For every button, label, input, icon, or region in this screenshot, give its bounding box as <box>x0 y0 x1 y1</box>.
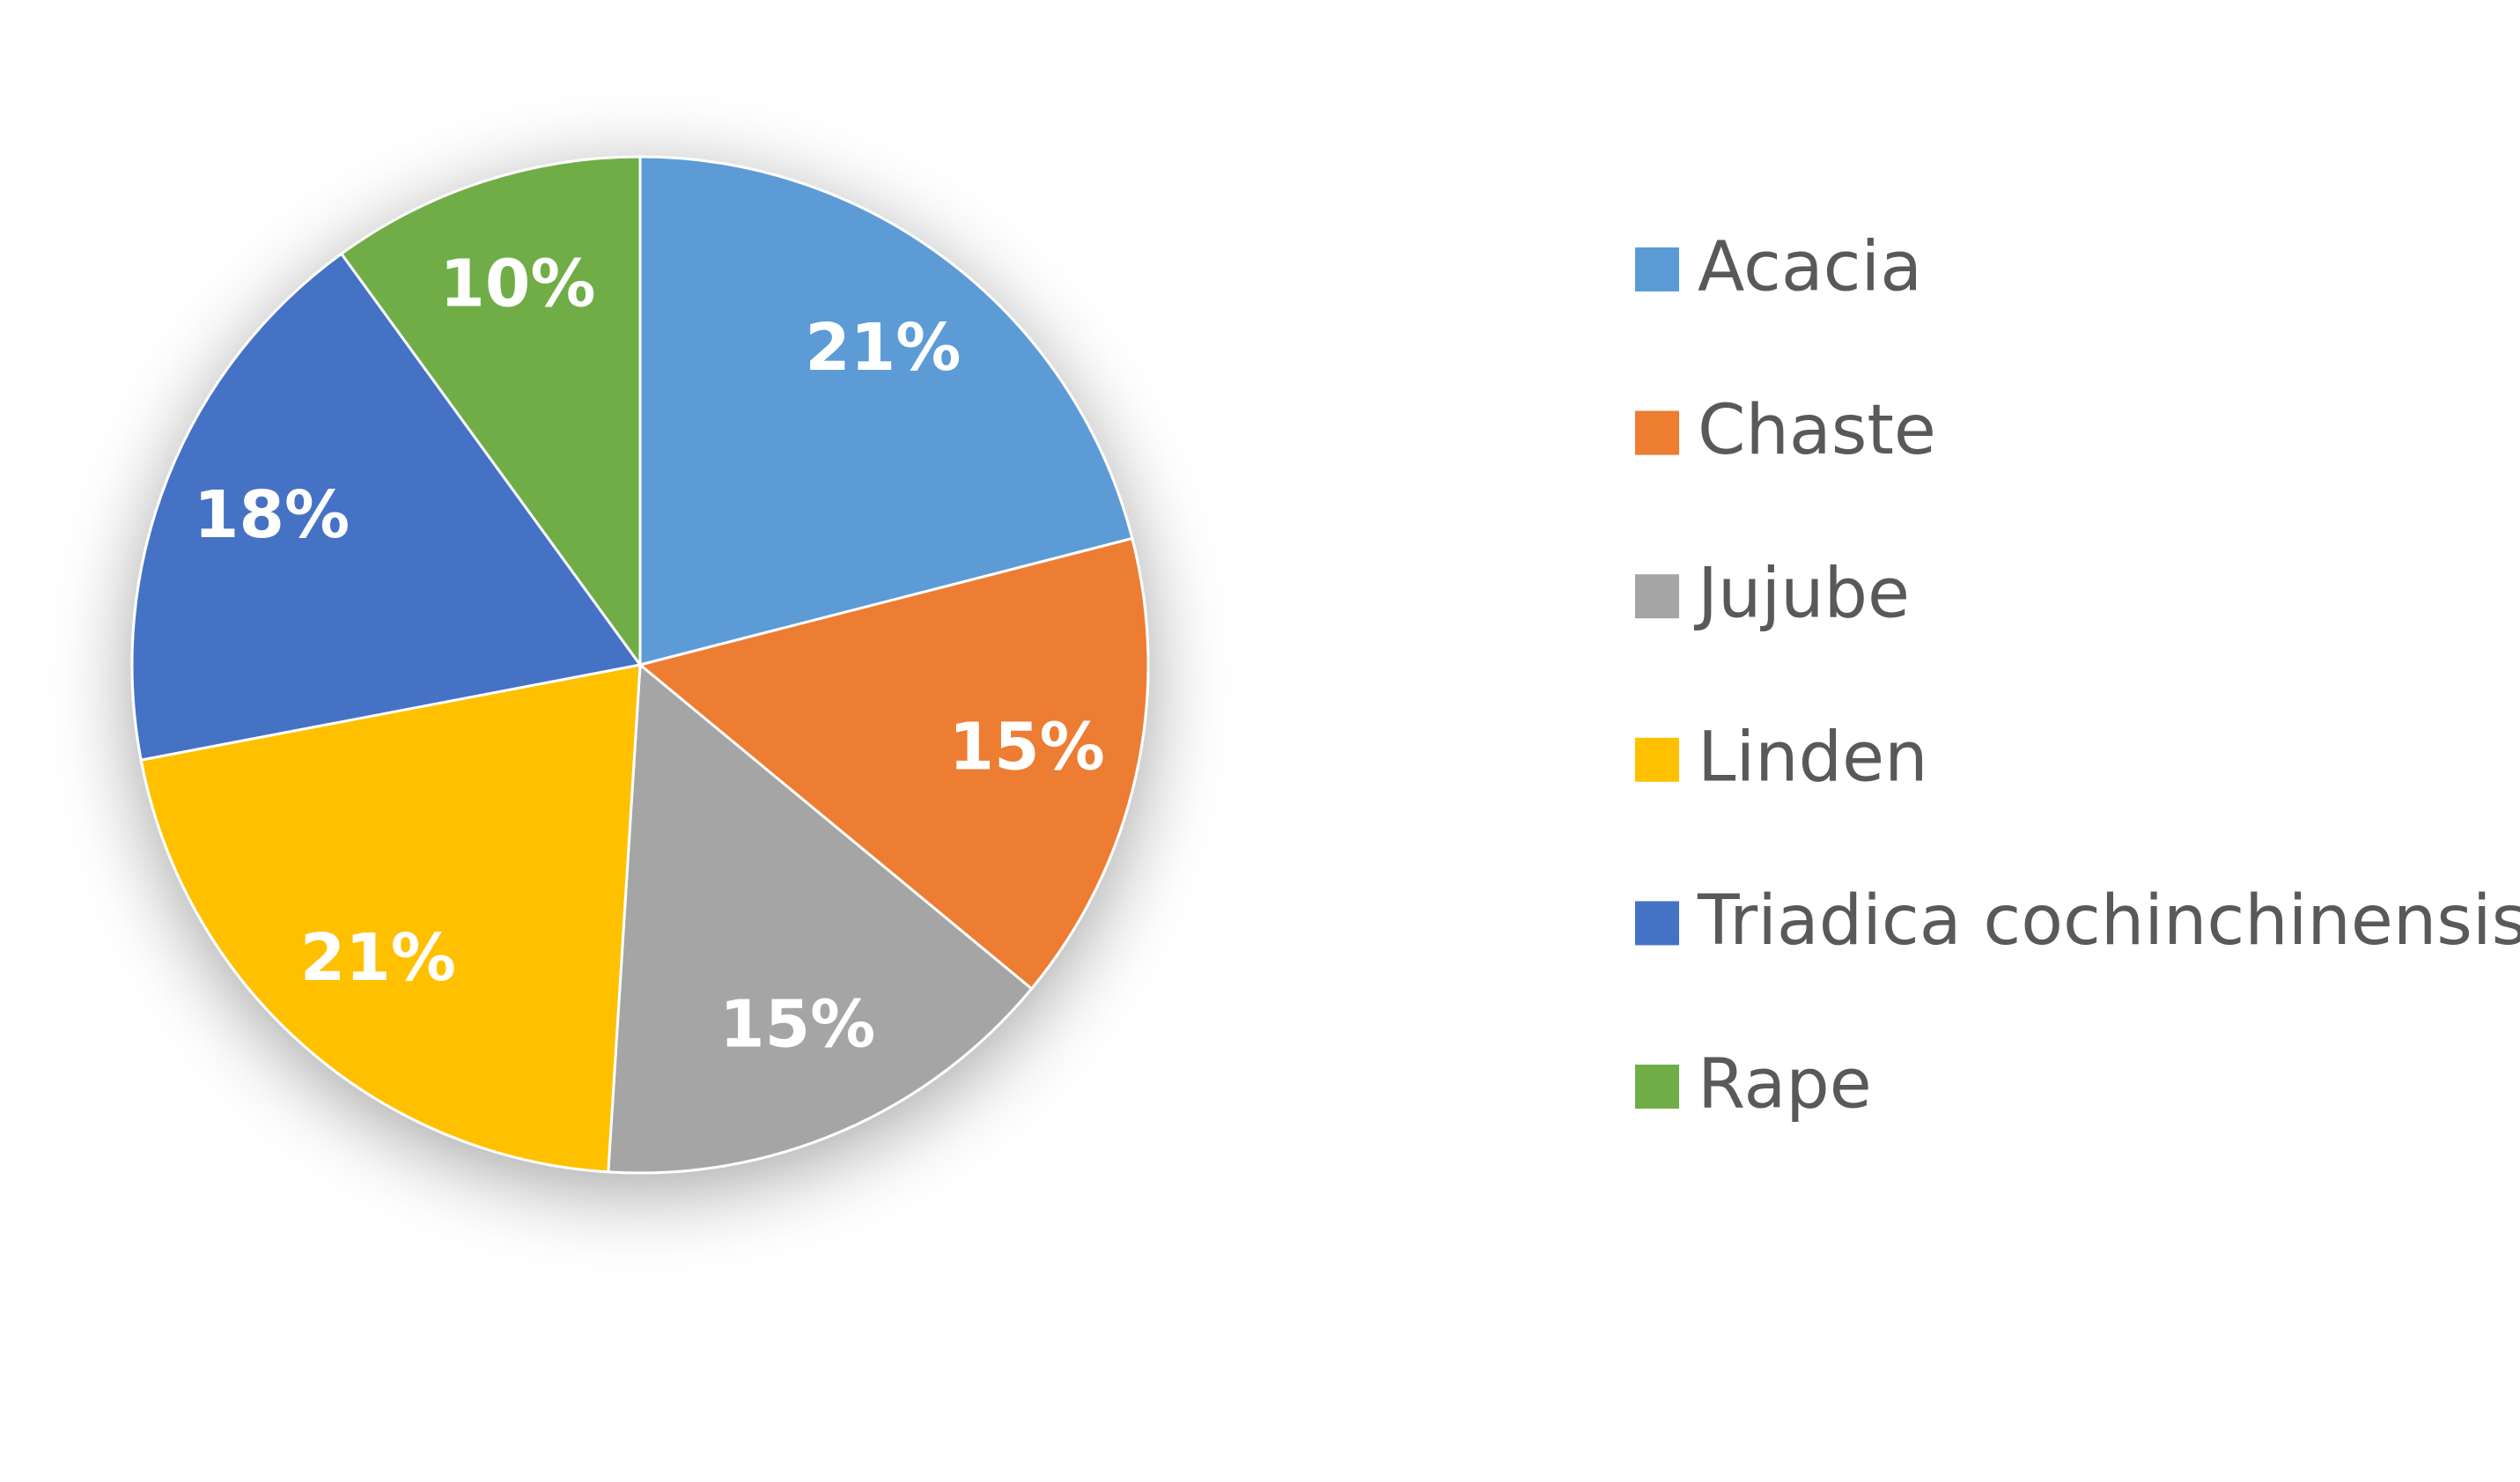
legend-label: Acacia <box>1698 227 1922 306</box>
pie-slice <box>637 536 1150 991</box>
data-label: 18% <box>194 477 350 553</box>
legend-swatch <box>1635 1065 1679 1109</box>
pie-slice <box>607 661 1034 1175</box>
pie-slice <box>339 155 642 669</box>
legend-label: Rape <box>1698 1044 1872 1124</box>
data-label: 21% <box>805 310 961 386</box>
data-label: 21% <box>300 920 456 996</box>
data-label: 15% <box>949 710 1105 785</box>
legend-label: Triadica cochinchinensis <box>1697 881 2520 961</box>
legend-swatch <box>1635 410 1679 455</box>
legend-label: Linden <box>1698 718 1928 797</box>
data-label: 15% <box>719 987 875 1063</box>
data-labels: 21% 15% 15% 21% 18% 10% <box>194 246 1105 1062</box>
pie-slice <box>130 252 643 762</box>
legend-label: Jujube <box>1693 555 1910 634</box>
pie-slice <box>638 155 1134 667</box>
legend-swatch <box>1635 901 1679 946</box>
legend: Acacia Chaste Jujube Linden Triadica cochinc… <box>1635 227 2520 1124</box>
legend-swatch <box>1635 247 1679 291</box>
pie-slice <box>139 663 642 1174</box>
legend-swatch <box>1635 737 1679 782</box>
legend-label: Chaste <box>1698 391 1936 470</box>
data-label: 10% <box>439 246 595 321</box>
pie <box>130 155 1150 1175</box>
legend-swatch <box>1635 574 1679 619</box>
